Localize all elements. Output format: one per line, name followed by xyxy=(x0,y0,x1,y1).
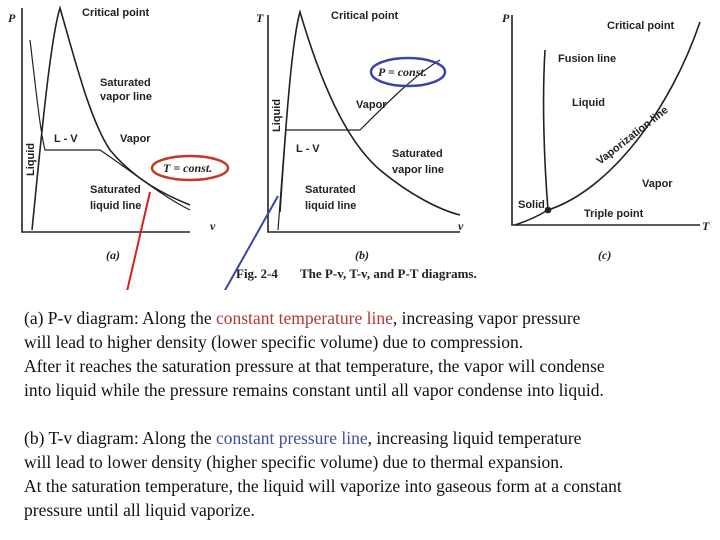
label: Saturated xyxy=(90,184,141,196)
red-arrow xyxy=(126,191,151,290)
axis-label: T xyxy=(256,11,264,25)
label: T = const. xyxy=(163,161,212,175)
label: Saturated xyxy=(392,148,443,160)
label: Critical point xyxy=(607,20,675,32)
line: pressure until all liquid vaporize. xyxy=(24,500,255,520)
text: , increasing liquid temperature xyxy=(367,428,582,448)
diagram-b-text: T v Critical point P = const. Liquid Vap… xyxy=(256,10,464,262)
text: (b) T-v diagram: Along the xyxy=(24,428,216,448)
line: (b) T-v diagram: Along the constant pres… xyxy=(24,426,622,450)
diagram-a-lines xyxy=(21,5,191,233)
diagram-a-text: P v Critical point Saturated vapor line … xyxy=(8,7,216,262)
label: (b) xyxy=(355,248,369,262)
diagram-b-lines xyxy=(267,9,461,233)
blue-arrow xyxy=(223,195,279,290)
line: At the saturation temperature, the liqui… xyxy=(24,476,622,496)
label: L - V xyxy=(296,143,320,155)
axis-label: T xyxy=(702,219,710,233)
label: Critical point xyxy=(82,7,150,19)
axis-label: P xyxy=(8,11,16,25)
line: (a) P-v diagram: Along the constant temp… xyxy=(24,306,605,330)
paragraph-a: (a) P-v diagram: Along the constant temp… xyxy=(24,306,605,402)
label: Vapor xyxy=(642,178,673,190)
label: Saturated xyxy=(100,77,151,89)
label: liquid line xyxy=(90,200,141,212)
text: , increasing vapor pressure xyxy=(392,308,581,328)
text: (a) P-v diagram: Along the xyxy=(24,308,216,328)
label: Liquid xyxy=(25,143,37,176)
label: Vapor xyxy=(120,133,151,145)
label: P = const. xyxy=(378,65,427,79)
label: Liquid xyxy=(572,97,605,109)
line: will lead to lower density (higher speci… xyxy=(24,452,564,472)
paragraph-b: (b) T-v diagram: Along the constant pres… xyxy=(24,426,622,522)
label: Fusion line xyxy=(558,53,616,65)
highlight: constant pressure line xyxy=(216,428,368,448)
diagrams: P v Critical point Saturated vapor line … xyxy=(8,5,710,290)
label: Critical point xyxy=(331,10,399,22)
axis-label: v xyxy=(210,219,216,233)
line: will lead to higher density (lower speci… xyxy=(24,332,524,352)
isotherm-highlight xyxy=(150,154,230,182)
figure-caption: The P-v, T-v, and P-T diagrams. xyxy=(300,266,477,281)
axis-label: P xyxy=(502,11,510,25)
label: vapor line xyxy=(100,91,152,103)
label: (a) xyxy=(106,248,120,262)
label: L - V xyxy=(54,133,78,145)
axis-label: v xyxy=(458,219,464,233)
label: Liquid xyxy=(271,99,283,132)
figure-number: Fig. 2-4 xyxy=(236,266,278,281)
label: Vapor xyxy=(356,99,387,111)
highlight: constant temperature line xyxy=(215,308,393,328)
label: Solid xyxy=(518,199,545,211)
label: liquid line xyxy=(305,200,356,212)
line: into liquid while the pressure remains c… xyxy=(24,380,604,400)
label: (c) xyxy=(598,248,611,262)
label: Vaporization line xyxy=(594,104,670,167)
label: Saturated xyxy=(305,184,356,196)
isobar-highlight xyxy=(369,56,447,88)
label: vapor line xyxy=(392,164,444,176)
line: After it reaches the saturation pressure… xyxy=(24,356,605,376)
diagram-c-lines xyxy=(511,15,701,226)
label: Triple point xyxy=(584,208,644,220)
